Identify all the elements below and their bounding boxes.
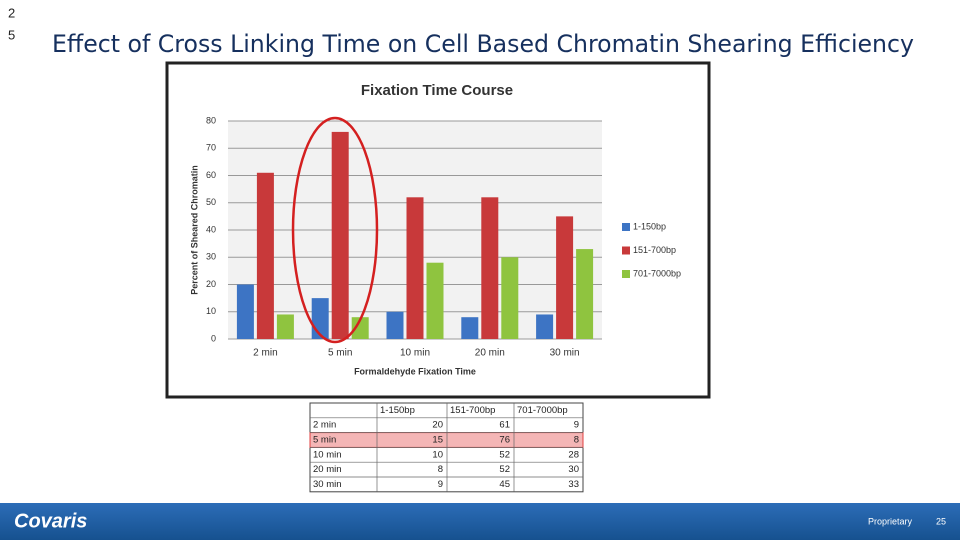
table-cell: 9: [574, 420, 579, 431]
table-cell: 30 min: [313, 479, 342, 490]
chart: Fixation Time Course Formaldehyde Fixatio…: [189, 82, 681, 376]
data-table: 1-150bp 151-700bp 701-7000bp 2 min 20 61 9 5 mi…: [309, 402, 584, 493]
x-axis-label: Formaldehyde Fixation Time: [354, 366, 476, 376]
table-cell: 45: [499, 479, 510, 490]
bar: [481, 197, 499, 339]
bar: [331, 131, 349, 339]
bar: [426, 262, 444, 339]
table-cell: 52: [499, 464, 510, 475]
table-cell: 28: [568, 449, 579, 460]
slide-marker: 2: [8, 5, 15, 20]
table-cell: 10 min: [313, 449, 342, 460]
table-header: 1-150bp: [380, 405, 415, 416]
x-tick-label: 20 min: [475, 348, 505, 359]
y-tick-label: 0: [211, 333, 216, 343]
table-cell: 30: [568, 464, 579, 475]
y-axis-label: Percent of Sheared Chromatin: [189, 165, 199, 295]
bar: [461, 317, 479, 339]
table-cell: 20 min: [313, 464, 342, 475]
bar: [236, 284, 254, 339]
bar: [386, 311, 404, 339]
bar: [276, 314, 294, 339]
y-tick-label: 70: [206, 143, 216, 153]
table-cell: 76: [499, 435, 510, 446]
legend-label: 151-700bp: [633, 245, 676, 255]
x-tick-label: 5 min: [328, 348, 352, 359]
legend-label: 701-7000bp: [633, 268, 681, 278]
table-header: 151-700bp: [450, 405, 495, 416]
page-number: 25: [936, 516, 946, 526]
table-cell: 10: [432, 449, 443, 460]
x-tick-label: 30 min: [550, 348, 580, 359]
table-header: 701-7000bp: [517, 405, 568, 416]
y-tick-label: 60: [206, 170, 216, 180]
bar: [256, 172, 274, 339]
bar: [536, 314, 554, 339]
bar: [576, 249, 594, 339]
table-cell: 2 min: [313, 420, 336, 431]
y-tick-label: 30: [206, 252, 216, 262]
bar: [501, 257, 519, 339]
y-tick-label: 10: [206, 306, 216, 316]
y-tick-label: 40: [206, 224, 216, 234]
table-cell: 8: [574, 435, 579, 446]
table-cell: 61: [499, 420, 510, 431]
slide-title: Effect of Cross Linking Time on Cell Bas…: [52, 30, 914, 58]
legend-label: 1-150bp: [633, 221, 666, 231]
table-cell: 5 min: [313, 435, 336, 446]
bar: [311, 298, 329, 339]
legend-swatch: [622, 246, 630, 255]
x-tick-label: 10 min: [400, 348, 430, 359]
row-highlight: [309, 432, 584, 448]
highlight-ellipse: [291, 116, 379, 344]
footer-bar: [0, 503, 960, 540]
chart-title: Fixation Time Course: [361, 82, 513, 99]
table-cell: 9: [438, 479, 443, 490]
bar: [406, 197, 424, 339]
table-cell: 52: [499, 449, 510, 460]
y-tick-label: 80: [206, 115, 216, 125]
legend-swatch: [622, 270, 630, 278]
x-tick-label: 2 min: [253, 348, 277, 359]
y-tick-label: 50: [206, 197, 216, 207]
legend-swatch: [622, 223, 630, 231]
bar: [351, 317, 369, 339]
footer-label: Proprietary: [868, 516, 913, 526]
table-cell: 33: [568, 479, 579, 490]
table-cell: 15: [432, 435, 443, 446]
bar: [556, 216, 574, 339]
logo: Covaris: [14, 510, 87, 532]
y-tick-label: 20: [206, 279, 216, 289]
table-cell: 8: [438, 464, 443, 475]
slide-marker: 5: [8, 27, 15, 42]
table-cell: 20: [432, 420, 443, 431]
